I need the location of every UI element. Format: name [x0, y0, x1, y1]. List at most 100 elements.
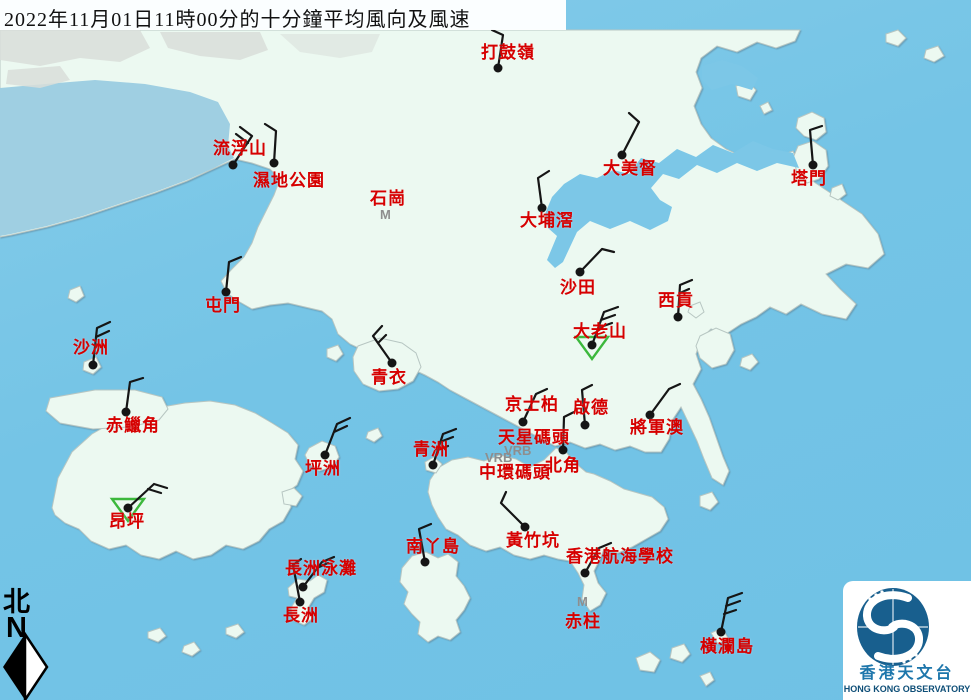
station-label-green-island: 青洲	[413, 440, 449, 459]
station-dot-kings-park	[518, 417, 528, 427]
station-label-stanley: 赤柱	[565, 612, 601, 631]
station-note-star-ferry-pier: VRB	[504, 443, 532, 458]
station-label-tai-mei-tuk: 大美督	[603, 159, 657, 178]
station-label-tseung-kwan-o: 將軍澳	[630, 418, 684, 437]
wind-barb-sha-chau	[91, 320, 112, 367]
station-dot-lau-fau-shan	[228, 160, 238, 170]
station-note-shek-kong: M	[380, 207, 391, 222]
hko-logo-english: HONG KONG OBSERVATORY	[843, 684, 971, 694]
hko-logo-card: 香港天文台 HONG KONG OBSERVATORY	[843, 581, 971, 700]
water-starling-inlet	[702, 60, 758, 90]
wind-barb-tuen-mun	[224, 255, 243, 294]
hko-logo-chinese: 香港天文台	[859, 665, 955, 682]
island-tap-mun-a	[795, 111, 827, 141]
wind-barb-tsing-yi	[371, 324, 394, 365]
station-label-lau-fau-shan: 流浮山	[213, 139, 267, 158]
wind-barb-lamma-island	[417, 522, 433, 564]
island-hei-ling-chau	[281, 487, 303, 507]
station-dot-north-point	[558, 445, 568, 455]
wind-barb-hk-sea-school	[583, 541, 613, 575]
station-dot-sha-chau	[88, 360, 98, 370]
wind-barb-waglan-island	[719, 591, 744, 634]
island-ne-b	[923, 45, 945, 63]
station-label-tap-mun: 塔門	[791, 169, 827, 188]
station-label-hk-sea-school: 香港航海學校	[566, 547, 674, 566]
urban-patches	[0, 30, 380, 88]
island-shek-kwu-chau	[225, 623, 245, 639]
map-title: 2022年11月01日11時00分的十分鐘平均風向及風速	[4, 9, 471, 31]
station-dot-green-island	[428, 460, 438, 470]
station-dot-tuen-mun	[221, 287, 231, 297]
wind-barb-tseung-kwan-o	[648, 382, 682, 417]
station-dot-cheung-chau	[295, 597, 305, 607]
station-label-sha-tin: 沙田	[560, 278, 596, 297]
station-label-sha-chau: 沙洲	[73, 338, 109, 357]
station-dot-tsing-yi	[387, 358, 397, 368]
island-tung-lung	[699, 491, 719, 511]
station-dot-ta-kwu-ling	[493, 63, 503, 73]
station-dot-tap-mun	[808, 160, 818, 170]
island-airport	[45, 389, 169, 430]
wind-barb-kai-tak	[580, 383, 594, 427]
wind-barb-tates-cairn	[590, 305, 620, 347]
station-dot-lamma-island	[420, 557, 430, 567]
compass: 北 N	[0, 588, 60, 700]
hko-logo-icon	[857, 588, 929, 666]
station-triangle-ngong-ping	[109, 497, 147, 524]
station-dot-tates-cairn	[587, 340, 597, 350]
island-po-toi-a	[635, 651, 661, 673]
station-dot-sha-tin	[575, 267, 585, 277]
island-sharp	[687, 301, 705, 319]
wind-barb-lau-fau-shan	[231, 125, 254, 167]
station-dot-kai-tak	[580, 420, 590, 430]
wind-barb-green-island	[431, 427, 458, 467]
station-label-sai-kung: 西貢	[658, 291, 694, 310]
station-dot-waglan-island	[716, 627, 726, 637]
station-triangle-tates-cairn	[573, 335, 611, 362]
station-label-tuen-mun: 屯門	[205, 296, 241, 315]
station-label-ngong-ping: 昂坪	[109, 512, 145, 531]
island-po-toi-b	[669, 643, 691, 663]
wind-barb-wong-chuk-hang	[499, 490, 527, 529]
station-label-ta-kwu-ling: 打鼓嶺	[481, 43, 535, 62]
island-lamma	[399, 551, 471, 643]
wind-barb-wetland-park	[263, 122, 278, 165]
station-dot-hk-sea-school	[580, 568, 590, 578]
wind-barb-chek-lap-kok	[124, 376, 145, 414]
island-grass	[829, 183, 847, 201]
island-hk	[427, 447, 669, 612]
station-dot-tai-po-kau	[537, 203, 547, 213]
station-label-lamma-island: 南丫島	[406, 537, 460, 556]
station-label-star-ferry-pier: 天星碼頭	[498, 428, 570, 447]
station-dot-cheung-chau-beach	[298, 582, 308, 592]
station-dot-wetland-park	[269, 158, 279, 168]
station-label-cheung-chau: 長洲	[283, 606, 319, 625]
wind-barb-ta-kwu-ling	[490, 28, 505, 70]
station-label-kai-tak: 啟德	[573, 398, 609, 417]
station-label-shek-kong: 石崗	[370, 189, 406, 208]
station-dot-wong-chuk-hang	[520, 522, 530, 532]
wind-barb-ngong-ping	[126, 482, 169, 510]
island-ap-chau	[759, 101, 773, 115]
compass-north-hanzi: 北	[3, 587, 30, 617]
station-label-wetland-park: 濕地公園	[253, 171, 325, 190]
station-label-kings-park: 京士柏	[505, 395, 559, 414]
wind-barb-kings-park	[521, 387, 549, 424]
north-arrow-icon	[3, 629, 49, 700]
station-label-central-pier: 中環碼頭	[479, 463, 551, 482]
island-soko-a	[147, 627, 167, 643]
station-label-tai-po-kau: 大埔滘	[520, 211, 574, 230]
station-dot-tai-mei-tuk	[617, 150, 627, 160]
station-note-stanley: M	[577, 594, 588, 609]
station-label-cheung-chau-beach: 長洲泳灘	[285, 559, 357, 578]
wind-barb-tai-mei-tuk	[620, 111, 641, 157]
station-dot-chek-lap-kok	[121, 407, 131, 417]
station-dot-peng-chau	[320, 450, 330, 460]
island-jin	[739, 353, 759, 371]
wind-barb-peng-chau	[323, 416, 352, 457]
station-label-tsing-yi: 青衣	[371, 368, 407, 387]
station-label-tates-cairn: 大老山	[573, 322, 627, 341]
island-kau-sai-chau	[695, 327, 735, 369]
